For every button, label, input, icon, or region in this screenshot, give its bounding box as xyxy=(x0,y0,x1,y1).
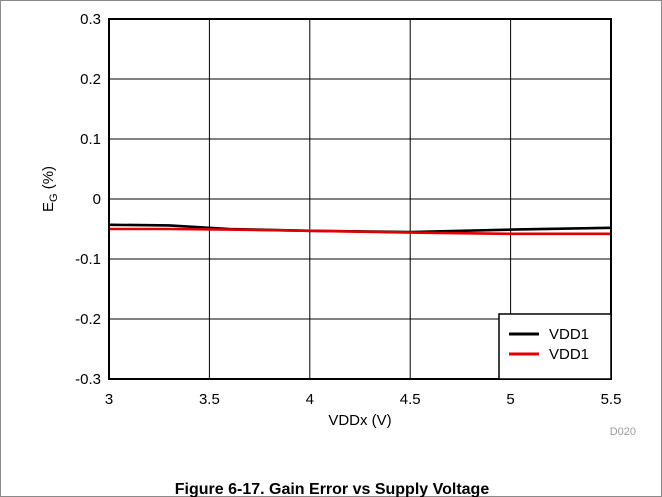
x-tick-label: 4 xyxy=(306,391,314,408)
x-tick-label: 5 xyxy=(506,391,514,408)
y-axis-label-subscript: G xyxy=(48,193,60,202)
y-tick-label: 0 xyxy=(93,191,101,208)
plot-border xyxy=(108,18,612,380)
x-tick-label: 3 xyxy=(105,391,113,408)
y-tick-label: 0.1 xyxy=(80,131,101,148)
x-tick-label: 4.5 xyxy=(400,391,421,408)
x-tick-label: 3.5 xyxy=(199,391,220,408)
y-tick-label: -0.3 xyxy=(75,371,101,388)
legend-box xyxy=(498,313,612,380)
legend-label-2: VDD1 xyxy=(549,346,589,363)
y-tick-label: 0.3 xyxy=(80,11,101,28)
y-tick-label: 0.2 xyxy=(80,71,101,88)
x-tick-label: 5.5 xyxy=(601,391,622,408)
y-axis-label-suffix: (%) xyxy=(40,166,57,194)
y-axis-label: EG (%) xyxy=(40,166,60,212)
figure-id-label: D020 xyxy=(610,426,636,438)
figure-caption: Figure 6-17. Gain Error vs Supply Voltag… xyxy=(174,481,490,497)
y-tick-label: -0.2 xyxy=(75,311,101,328)
series-line-2 xyxy=(109,227,611,236)
y-tick-label: -0.1 xyxy=(75,251,101,268)
x-axis-label: VDDx (V) xyxy=(328,412,391,429)
y-axis-label-main: E xyxy=(40,202,57,212)
legend-label-1: VDD1 xyxy=(549,326,589,343)
